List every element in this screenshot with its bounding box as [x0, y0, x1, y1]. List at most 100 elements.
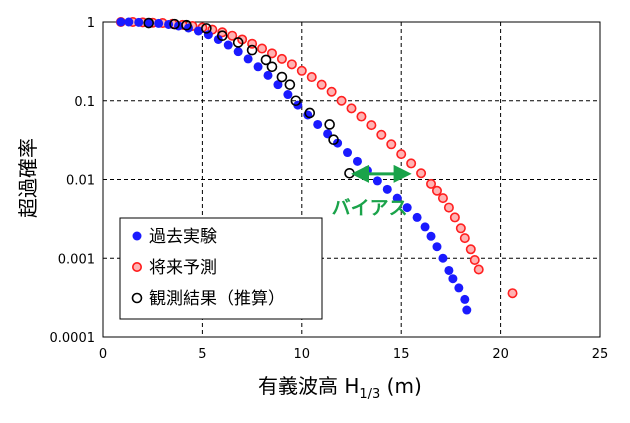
data-point-future — [376, 129, 387, 140]
data-point-future — [406, 158, 417, 169]
data-point-future — [296, 65, 307, 76]
data-point-past — [444, 265, 454, 275]
legend-label-past: 過去実験 — [149, 227, 217, 247]
data-point-past — [392, 193, 402, 203]
x-tick-label: 15 — [393, 347, 410, 362]
data-point-future — [326, 86, 337, 97]
data-point-past — [263, 70, 273, 80]
data-point-future — [257, 43, 268, 54]
data-point-future — [507, 288, 518, 299]
y-tick-label: 0.1 — [74, 95, 95, 110]
legend-label-future: 将来予測 — [149, 258, 217, 278]
data-point-future — [469, 255, 480, 266]
data-point-future — [276, 53, 287, 64]
y-tick-label: 0.001 — [58, 252, 95, 267]
x-tick-label: 20 — [492, 347, 509, 362]
data-point-observed — [246, 44, 258, 56]
data-point-observed — [169, 18, 180, 30]
data-point-past — [223, 40, 233, 50]
data-point-future — [443, 202, 454, 213]
x-axis-ticks: 0 5 10 15 20 25 — [99, 347, 608, 362]
y-tick-label: 0.0001 — [50, 331, 96, 346]
data-point-past — [134, 17, 144, 27]
data-point-past — [432, 242, 442, 252]
x-tick-label: 25 — [592, 347, 609, 362]
data-point-past — [454, 283, 464, 293]
data-point-past — [448, 274, 458, 284]
y-axis-ticks: 0.0001 0.001 0.01 0.1 1 — [50, 16, 96, 346]
data-point-observed — [328, 134, 339, 146]
data-point-past — [193, 26, 203, 36]
data-point-observed — [276, 71, 288, 83]
data-point-past — [352, 156, 362, 166]
data-point-future — [396, 149, 407, 160]
data-point-past — [412, 212, 422, 222]
data-point-past — [144, 18, 154, 28]
data-point-future — [465, 244, 476, 255]
data-point-future — [449, 212, 460, 223]
x-tick-label: 10 — [294, 347, 311, 362]
data-point-future — [356, 111, 367, 122]
y-axis-title: 超過確率 — [16, 138, 40, 218]
data-point-past — [243, 54, 253, 64]
data-point-future — [336, 95, 347, 106]
data-point-future — [266, 48, 277, 59]
data-point-observed — [290, 95, 302, 107]
data-point-past — [343, 148, 353, 158]
data-point-past — [283, 90, 293, 100]
x-tick-label: 5 — [198, 347, 206, 362]
data-point-past — [372, 176, 382, 186]
data-point-observed — [304, 107, 316, 119]
data-point-future — [306, 72, 317, 83]
data-point-past — [438, 253, 448, 263]
data-point-future — [286, 59, 297, 70]
data-point-past — [462, 305, 472, 315]
data-point-observed — [201, 23, 212, 34]
data-point-future — [455, 223, 466, 234]
data-point-future — [316, 79, 327, 90]
data-point-future — [459, 233, 470, 244]
data-point-observed — [266, 61, 278, 73]
data-point-future — [217, 27, 228, 38]
data-point-past — [382, 184, 392, 194]
legend-marker-future — [132, 261, 143, 272]
data-point-observed — [260, 54, 272, 66]
legend-marker-observed — [131, 292, 143, 304]
legend-marker-past — [132, 231, 142, 241]
data-point-past — [116, 17, 126, 27]
data-point-future — [346, 103, 357, 114]
legend: 過去実験 将来予測 観測結果（推算） — [119, 217, 323, 320]
data-point-past — [402, 203, 412, 213]
data-point-observed — [284, 79, 296, 90]
data-point-future — [431, 185, 442, 196]
data-point-future — [416, 168, 427, 179]
legend-label-observed: 観測結果（推算） — [149, 289, 285, 309]
data-point-past — [273, 80, 283, 90]
data-point-past — [233, 47, 243, 57]
data-point-future — [227, 30, 238, 41]
data-point-future — [386, 139, 397, 150]
data-point-future — [426, 178, 437, 189]
data-point-past — [426, 231, 436, 241]
data-point-future — [366, 120, 377, 131]
data-point-past — [124, 17, 134, 27]
x-axis-title: 有義波高 H1/3 (m) — [258, 374, 422, 402]
y-tick-label: 1 — [87, 16, 95, 31]
data-point-past — [313, 119, 323, 129]
data-point-past — [460, 294, 470, 304]
y-tick-label: 0.01 — [66, 174, 95, 189]
data-point-observed — [181, 19, 192, 31]
x-tick-label: 0 — [99, 347, 107, 362]
data-point-future — [437, 193, 448, 204]
data-point-past — [154, 18, 164, 28]
data-point-past — [253, 62, 263, 72]
data-point-observed — [143, 17, 155, 29]
bias-label: バイアス — [332, 197, 408, 219]
data-point-future — [473, 264, 484, 275]
data-point-observed — [232, 37, 244, 48]
data-point-past — [213, 34, 223, 44]
data-point-observed — [216, 30, 228, 41]
data-points — [115, 16, 518, 315]
data-point-observed — [324, 119, 335, 130]
